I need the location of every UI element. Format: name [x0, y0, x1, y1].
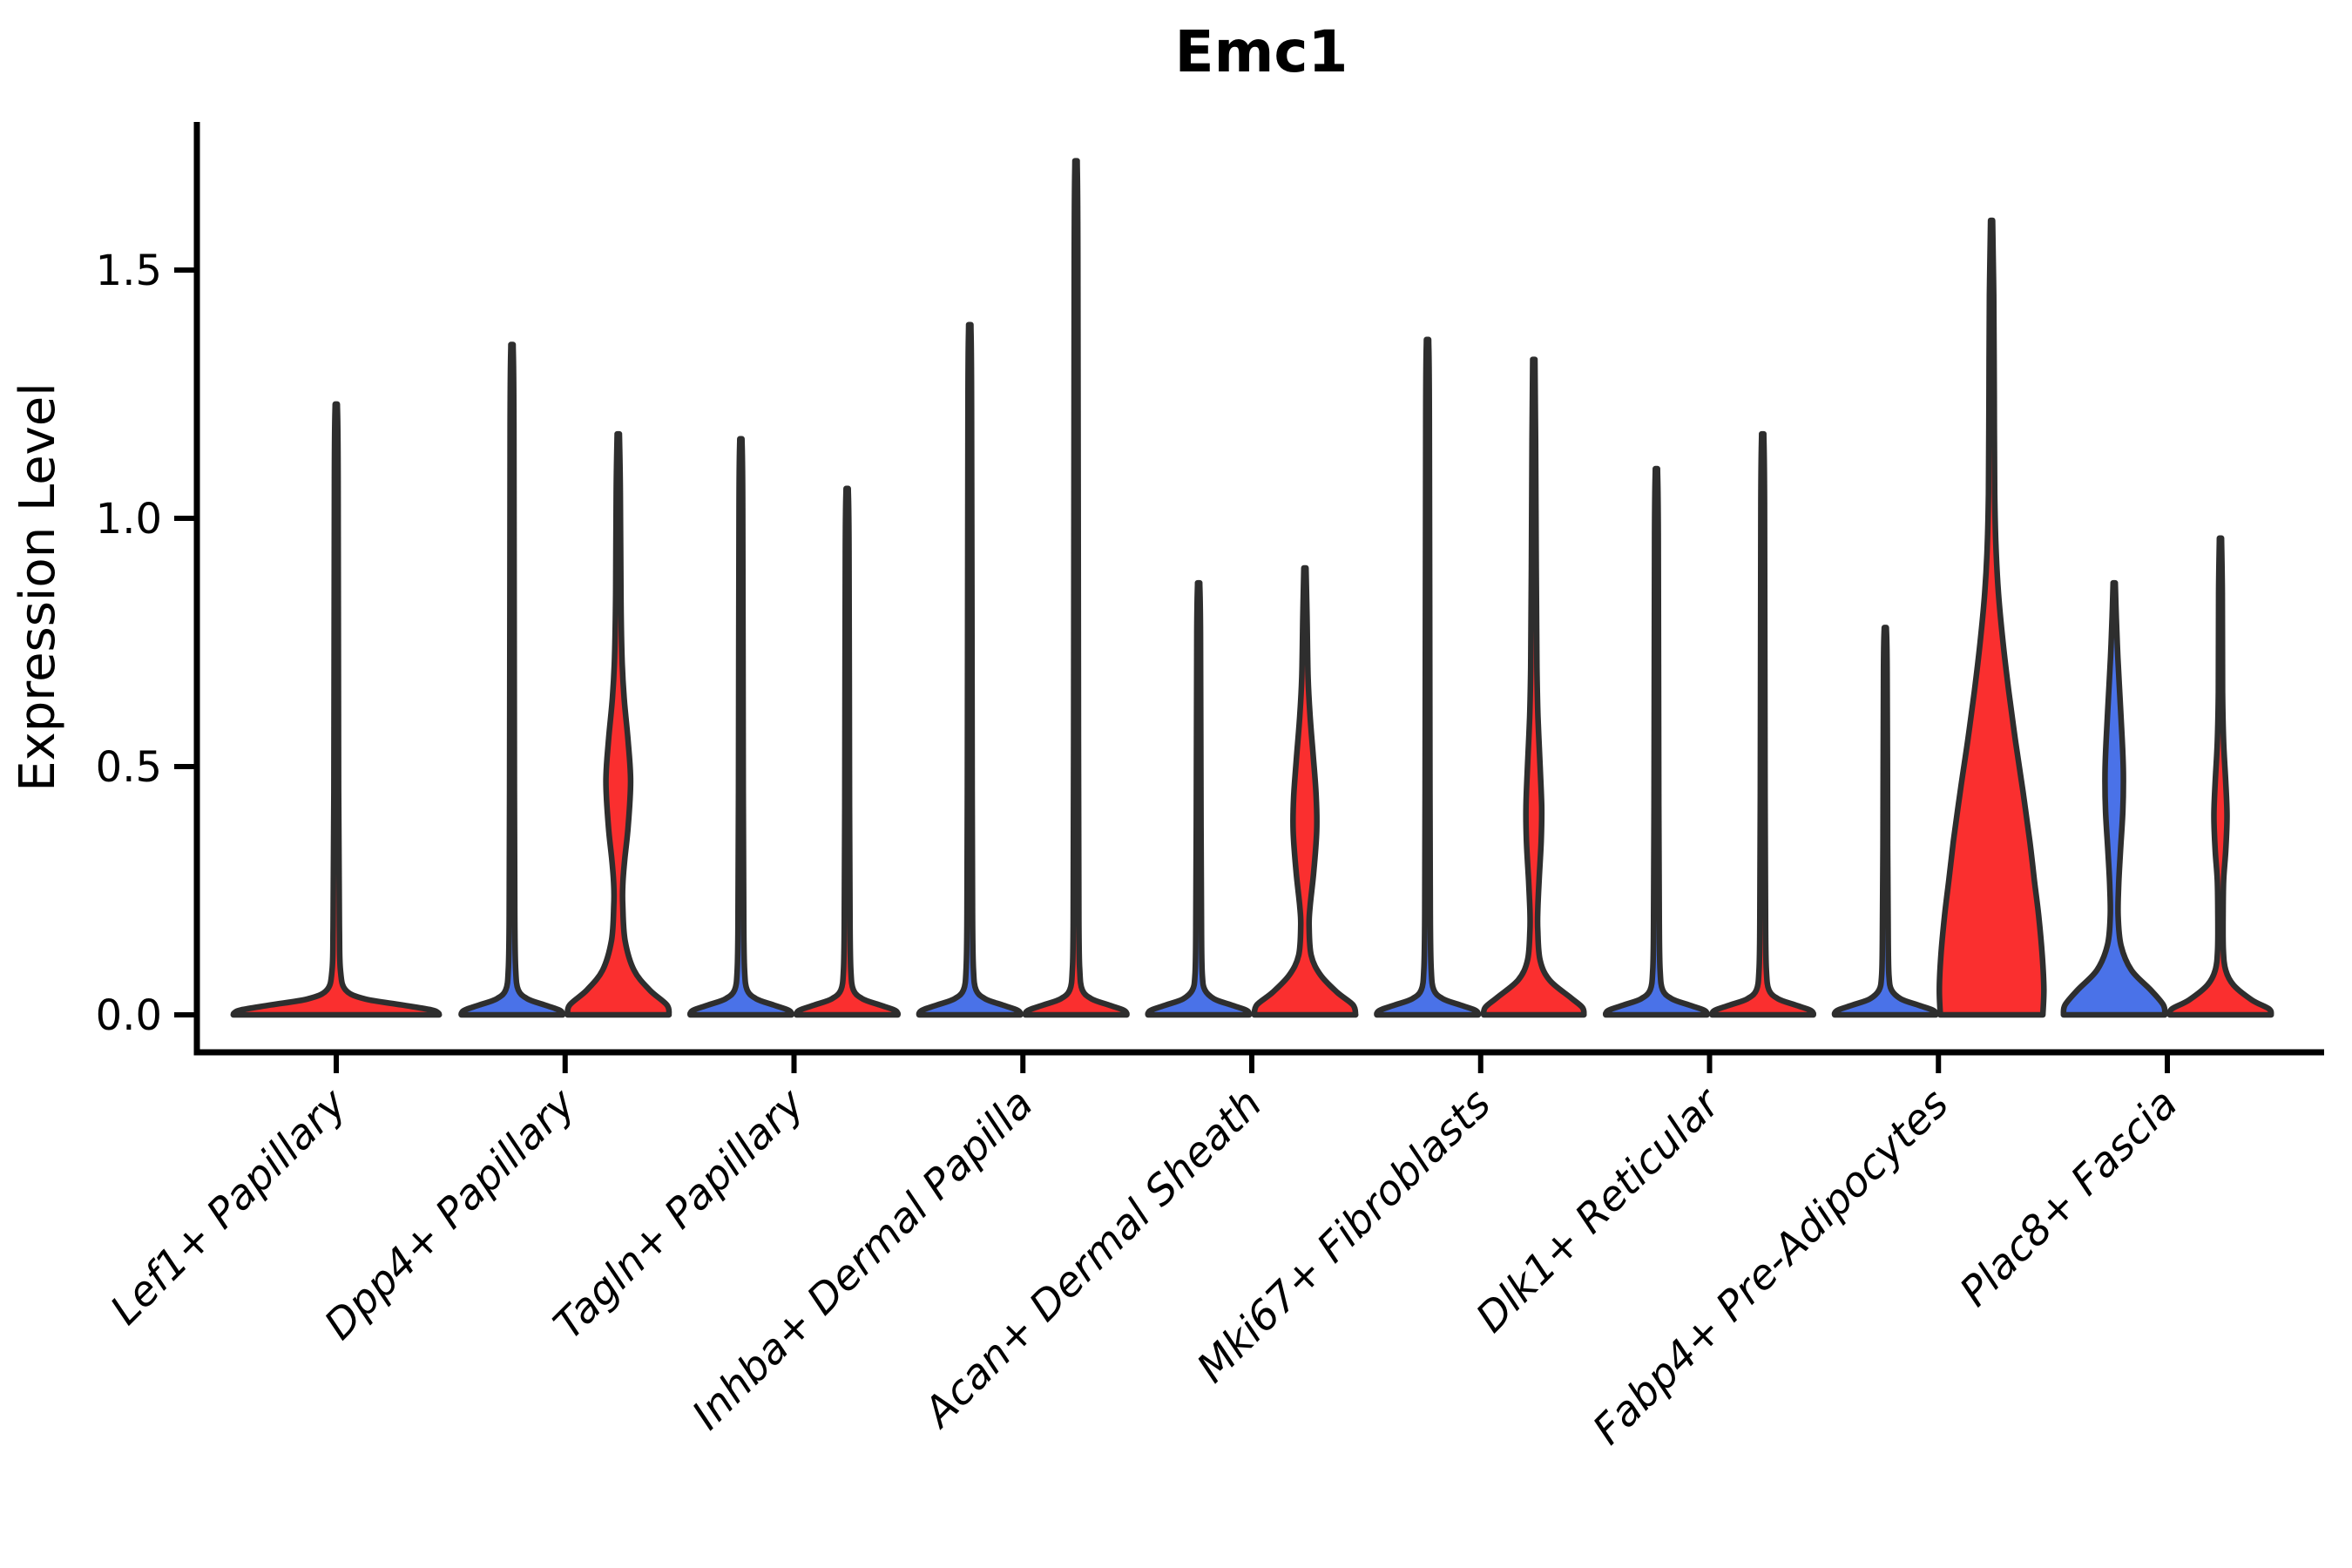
violin-blue-group6-left: [1602, 465, 1711, 1018]
violin-blue-group8-left: [2060, 579, 2168, 1018]
violin-blue-group2-left: [686, 436, 795, 1018]
violin-red-group6-right: [1708, 430, 1817, 1018]
violin-red-group3-right: [1022, 158, 1130, 1018]
violin-blue-group4-left: [1145, 579, 1253, 1018]
violin-red-group4-right: [1251, 564, 1359, 1018]
violin-blue-group1-left: [458, 341, 566, 1018]
y-tick-label: 0.0: [96, 991, 162, 1040]
x-tick-label: Dpp4+ Papillary: [315, 1079, 585, 1349]
x-tick-label: Dlk1+ Reticular: [1467, 1078, 1731, 1342]
x-tick-label: Tagln+ Papillary: [544, 1079, 814, 1349]
violin-red-group1-right: [564, 430, 672, 1018]
x-tick-label: Plac8+ Fascia: [1950, 1080, 2186, 1316]
violin-blue-group3-left: [916, 321, 1024, 1018]
y-tick-label: 0.5: [96, 743, 162, 792]
violin-red-group2-right: [793, 485, 902, 1018]
violin-blue-group7-left: [1831, 625, 1939, 1018]
violin-red-group7-right: [1936, 217, 2047, 1018]
y-tick-label: 1.0: [96, 495, 162, 544]
violin-blue-group5-left: [1374, 336, 1482, 1018]
y-tick-label: 1.5: [96, 247, 162, 295]
chart-title: Emc1: [1175, 18, 1348, 85]
x-tick-label: Lef1+ Papillary: [101, 1079, 356, 1335]
violin-red-group5-right: [1480, 356, 1587, 1018]
violins-layer: [230, 158, 2274, 1018]
violin-red-group8-right: [2166, 535, 2274, 1018]
violin-red-group0: [230, 401, 443, 1018]
y-axis-label: Expression Level: [10, 382, 66, 792]
